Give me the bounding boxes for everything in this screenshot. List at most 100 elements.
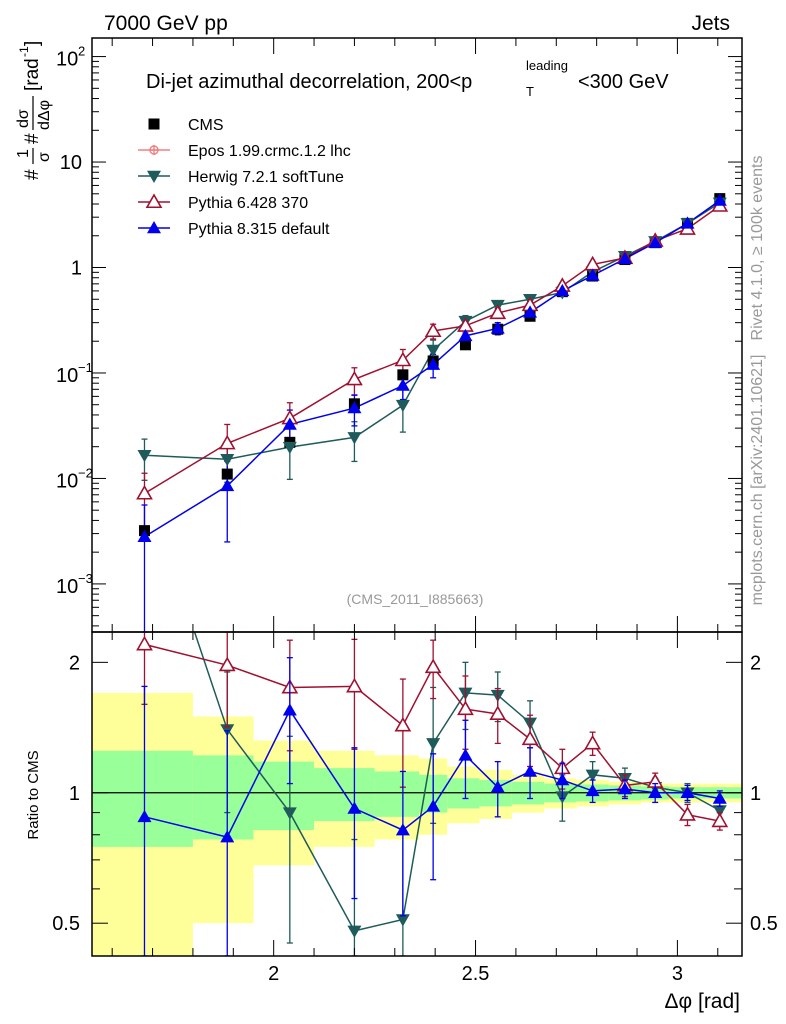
data-point — [220, 478, 235, 492]
data-point — [137, 449, 152, 463]
ratio-point — [218, 656, 236, 672]
ratio-point — [712, 791, 727, 804]
ylabel-frac1-den: σ — [36, 152, 53, 162]
data-point — [220, 454, 235, 467]
data-point — [397, 369, 409, 381]
source-label: mcplots.cern.ch [arXiv:2401.10621] — [749, 355, 766, 606]
data-point — [458, 328, 473, 342]
data-point — [394, 351, 412, 367]
ratio-point — [220, 830, 235, 843]
uncertainty-band-inner — [192, 755, 254, 840]
main-y-ticks — [92, 56, 742, 627]
data-point — [555, 283, 570, 297]
ylabel-hash-2: # — [22, 133, 43, 144]
svg-text:2: 2 — [78, 44, 85, 59]
ratio-x-ticks — [111, 632, 719, 956]
legend-marker — [147, 170, 161, 183]
ratio-point — [426, 738, 441, 751]
jets-label: Jets — [691, 12, 730, 35]
rivet-version-label: Rivet 4.1.0, ≥ 100k events — [749, 156, 766, 341]
x-tick-label: 2.5 — [462, 963, 490, 985]
ratio-series-pythia-6-428-370 — [136, 632, 729, 831]
ratio-point — [711, 812, 729, 828]
ratio-point — [489, 705, 507, 721]
ratio-y-tick-label-right: 2 — [750, 652, 761, 674]
ylabel-unit: [rad — [22, 58, 43, 91]
x-tick-label: 3 — [672, 963, 683, 985]
data-point — [282, 441, 297, 455]
ratio-point — [490, 780, 505, 793]
data-point — [395, 399, 410, 413]
x-tick-label: 2 — [268, 963, 279, 985]
data-point — [136, 484, 153, 500]
svg-text:10: 10 — [56, 576, 78, 598]
ratio-y-tick-label-right: 1 — [750, 783, 761, 805]
ylabel-hash-1: # — [22, 169, 43, 180]
ratio-point — [555, 773, 570, 786]
svg-text:Di-jet azimuthal decorrelation: Di-jet azimuthal decorrelation, 200<p — [146, 71, 472, 93]
legend-item: Herwig 7.2.1 softTune — [138, 169, 344, 186]
data-point — [617, 251, 632, 265]
ratio-point — [426, 799, 441, 812]
ratio-point — [347, 801, 362, 814]
data-point — [137, 529, 152, 543]
uncertainty-band-inner — [374, 771, 420, 817]
ratio-frame — [91, 631, 743, 957]
svg-text:10: 10 — [56, 365, 78, 387]
legend-label: Pythia 6.428 370 — [188, 195, 308, 212]
ratio-point — [346, 677, 363, 693]
ratio-y-ticks — [92, 661, 742, 924]
data-point — [523, 305, 538, 318]
svg-text:1: 1 — [71, 258, 82, 280]
legend-marker — [147, 221, 161, 234]
legend-marker — [145, 193, 163, 209]
data-point — [489, 304, 507, 320]
ratio-y-axis-label: Ratio to CMS — [25, 750, 42, 839]
ratio-point — [394, 716, 412, 732]
ratio-y-tick-label: 2 — [69, 652, 80, 674]
uncertainty-band-inner — [92, 750, 193, 847]
legend-label: CMS — [188, 117, 224, 134]
ratio-panel: 0.5 0.5 1 1 2 2 2 2.5 3 — [52, 631, 778, 985]
svg-text:−1: −1 — [78, 360, 93, 375]
data-point — [346, 370, 363, 386]
title-suffix: <300 GeV — [578, 71, 669, 93]
data-point — [424, 322, 442, 338]
main-series-group — [136, 193, 729, 632]
ratio-point — [395, 823, 410, 836]
legend-marker — [149, 145, 159, 155]
ratio-series-group — [92, 632, 742, 956]
main-y-axis-label: # 1 σ # dσ dΔφ [rad -1 ] — [15, 41, 53, 180]
ratio-point — [457, 700, 474, 716]
y-tick-label: 1 — [71, 258, 82, 280]
legend-item: Pythia 8.315 default — [138, 221, 330, 238]
y-tick-label: 10 2 — [56, 44, 85, 71]
ratio-point — [679, 806, 696, 821]
main-x-ticks — [111, 38, 719, 632]
analysis-id-label: (CMS_2011_I885663) — [347, 591, 484, 607]
data-point — [490, 321, 505, 334]
legend-item: Pythia 6.428 370 — [138, 193, 308, 212]
data-point — [648, 235, 663, 248]
data-point — [712, 193, 727, 206]
ratio-series-pythia-8-315-default — [137, 657, 727, 956]
data-point — [221, 468, 233, 480]
y-tick-label: 10 −3 — [56, 571, 93, 598]
data-point — [218, 434, 236, 450]
y-tick-label: 10 −1 — [56, 360, 93, 387]
data-point — [585, 268, 600, 281]
ratio-point — [458, 748, 473, 761]
ratio-point — [282, 703, 297, 716]
data-point — [347, 401, 362, 414]
ratio-point — [712, 805, 727, 818]
chart-title: Di-jet azimuthal decorrelation, 200<p le… — [146, 58, 669, 99]
data-point — [426, 344, 441, 358]
svg-text:10: 10 — [56, 49, 78, 71]
x-axis-label: Δφ [rad] — [665, 990, 741, 1013]
svg-text:−2: −2 — [78, 465, 93, 480]
legend-item: CMS — [148, 117, 224, 134]
ratio-point — [648, 785, 663, 799]
ratio-point — [136, 635, 153, 651]
legend: CMS Epos 1.99.crmc.1.2 lhc Herwig 7.2.1 so… — [138, 117, 351, 238]
